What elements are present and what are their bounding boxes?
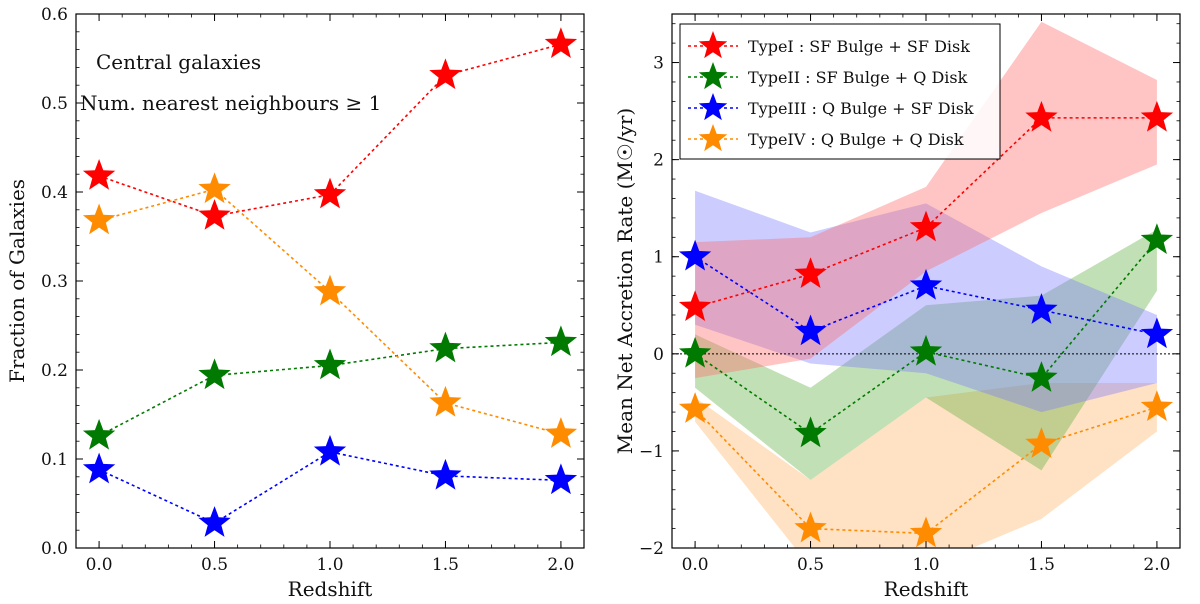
- right-point-type-i-z1: [909, 210, 943, 242]
- l-y-tick-label: 0.6: [41, 5, 68, 25]
- right-series-line-type-i: [694, 117, 1157, 308]
- right-point-type-ii-z0.5: [794, 416, 827, 448]
- left-series-line-type-iii: [98, 451, 561, 524]
- annotation-nearest-neighbours: Num. nearest neighbours ≥ 1: [80, 91, 381, 115]
- r-y-tick-label: −1: [639, 442, 664, 462]
- r-x-tick-label: 1.5: [1028, 555, 1055, 575]
- right-y-axis-label: Mean Net Accretion Rate (M☉/yr): [613, 108, 637, 454]
- right-point-type-iv-z1.5: [1025, 427, 1058, 458]
- left-point-type-i-z2: [544, 27, 578, 59]
- left-point-type-ii-z0.5: [198, 358, 231, 390]
- l-x-tick-label: 0.0: [86, 555, 113, 575]
- left-point-type-i-z1.5: [429, 58, 462, 90]
- l-x-tick-label: 2.0: [547, 555, 574, 575]
- r-x-tick-label: 1.0: [912, 555, 939, 575]
- right-point-type-iii-z0: [678, 239, 712, 271]
- legend-box: [679, 23, 1001, 160]
- legend-star-type-iii: [698, 93, 728, 121]
- right-point-type-iii-z1: [909, 268, 943, 300]
- left-point-type-iv-z1: [313, 274, 347, 306]
- r-x-tick-label: 0.0: [682, 555, 709, 575]
- right-x-axis-label: Redshift: [884, 577, 969, 601]
- left-point-type-i-z0: [82, 158, 116, 190]
- l-y-tick-label: 0.2: [41, 361, 68, 381]
- left-point-type-i-z1: [313, 177, 347, 209]
- legend-label-type-i: TypeI : SF Bulge + SF Disk: [748, 37, 970, 56]
- l-y-tick-label: 0.5: [41, 94, 68, 114]
- right-point-type-ii-z0: [678, 336, 712, 368]
- right-point-type-i-z0.5: [794, 257, 827, 288]
- left-point-type-iii-z0.5: [198, 506, 231, 537]
- l-x-tick-label: 0.5: [201, 555, 228, 575]
- left-point-type-ii-z2: [544, 325, 578, 357]
- right-point-type-i-z1.5: [1025, 100, 1058, 132]
- l-x-tick-label: 1.0: [316, 555, 343, 575]
- r-y-tick-label: 3: [653, 54, 664, 74]
- left-point-type-iv-z0.5: [198, 172, 231, 204]
- left-point-type-iii-z0: [82, 452, 116, 484]
- legend-label-type-ii: TypeII : SF Bulge + Q Disk: [748, 68, 968, 87]
- left-point-type-iii-z1.5: [429, 458, 462, 490]
- left-point-type-ii-z1.5: [429, 331, 462, 363]
- right-point-type-ii-z1: [909, 334, 943, 366]
- l-y-tick-label: 0.4: [41, 183, 68, 203]
- left-x-axis-label: Redshift: [288, 577, 373, 601]
- annotation-central-galaxies: Central galaxies: [96, 50, 261, 74]
- left-point-type-iv-z1.5: [429, 385, 462, 417]
- left-point-type-ii-z0: [82, 418, 116, 450]
- r-y-tick-label: 2: [653, 151, 664, 171]
- left-point-type-iv-z2: [544, 417, 578, 448]
- left-point-type-iv-z0: [82, 203, 116, 235]
- l-x-tick-label: 1.5: [432, 555, 459, 575]
- right-series-line-type-iv: [694, 406, 1158, 535]
- legend-label-type-iv: TypeIV : Q Bulge + Q Disk: [748, 130, 964, 149]
- left-y-axis-label: Fraction of Galaxies: [5, 179, 29, 383]
- right-point-type-iii-z1.5: [1025, 293, 1058, 324]
- l-y-tick-label: 0.0: [41, 539, 68, 559]
- band-type-iii: [695, 190, 1157, 413]
- right-point-type-iii-z0.5: [794, 314, 827, 346]
- r-y-tick-label: 1: [653, 248, 664, 268]
- right-point-type-iv-z0: [678, 392, 712, 423]
- right-point-type-i-z2: [1140, 100, 1174, 132]
- right-point-type-iv-z1: [909, 516, 943, 548]
- r-y-tick-label: 0: [653, 345, 664, 365]
- legend-star-type-ii: [698, 62, 728, 90]
- right-series-line-type-iii: [694, 256, 1158, 336]
- right-point-type-ii-z2: [1140, 223, 1174, 254]
- band-type-iv: [695, 382, 1157, 548]
- left-panel: 0.0 0.5 1.0 1.5 2.0 0.0 0.1 0.2 0.3 0.4 0.5 0.6 Red…: [5, 5, 585, 601]
- left-point-type-iii-z1: [313, 434, 347, 466]
- left-point-type-i-z0.5: [198, 199, 231, 230]
- legend-star-type-iv: [698, 124, 728, 152]
- legend-label-type-iii: TypeIII : Q Bulge + SF Disk: [748, 99, 974, 118]
- right-point-type-iii-z2: [1140, 317, 1174, 349]
- right-panel: 0.0 0.5 1.0 1.5 2.0 −2 −1 0 1 2 3 Redshift Mean Ne…: [613, 13, 1181, 601]
- legend-star-type-i: [698, 31, 728, 59]
- r-x-tick-label: 2.0: [1143, 555, 1170, 575]
- right-point-type-iv-z2: [1140, 390, 1174, 421]
- left-series-line-type-i: [98, 43, 562, 217]
- right-point-type-i-z0: [678, 290, 712, 321]
- r-x-tick-label: 0.5: [797, 555, 824, 575]
- left-point-type-iii-z2: [544, 463, 578, 495]
- r-y-tick-label: −2: [639, 539, 664, 559]
- l-y-tick-label: 0.1: [41, 450, 68, 470]
- legend: TypeI : SF Bulge + SF Disk TypeII : SF Bu…: [679, 23, 1001, 160]
- right-point-type-iv-z0.5: [794, 511, 827, 543]
- left-series-line-type-iv: [98, 188, 562, 435]
- l-y-tick-label: 0.3: [41, 272, 68, 292]
- left-point-type-ii-z1: [313, 348, 347, 380]
- right-point-type-ii-z1.5: [1025, 361, 1058, 392]
